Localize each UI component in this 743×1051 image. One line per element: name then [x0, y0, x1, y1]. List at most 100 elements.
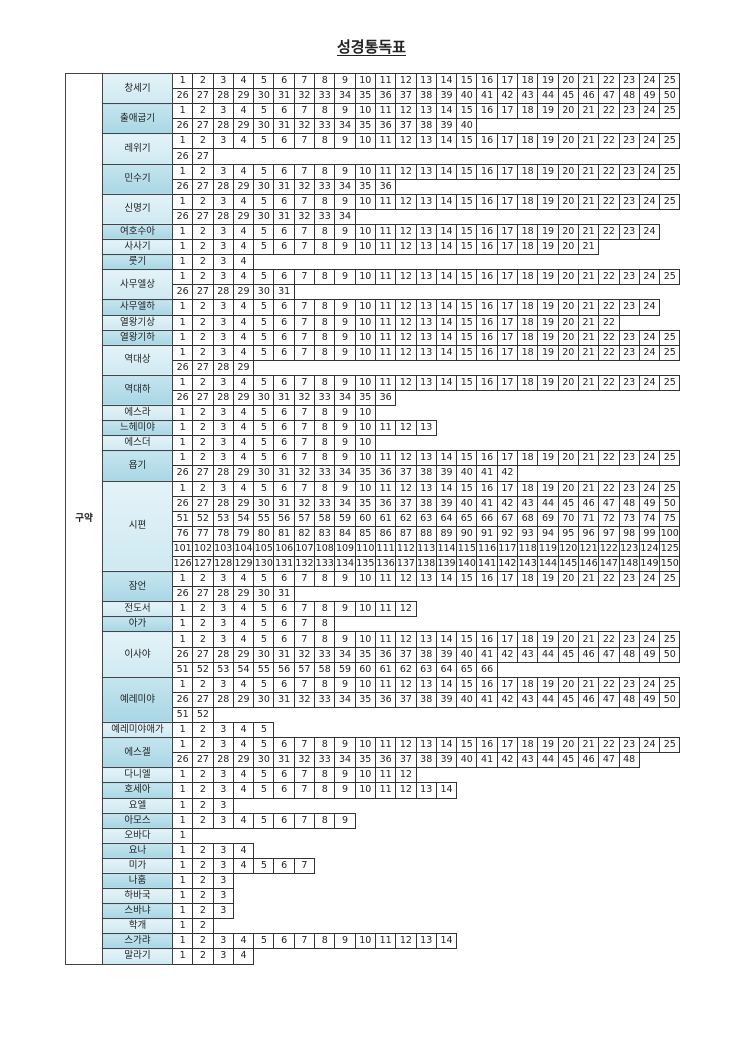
chapter-checkbox[interactable]: 27	[192, 752, 214, 769]
chapter-checkbox[interactable]: 22	[598, 329, 620, 346]
chapter-checkbox[interactable]: 94	[537, 525, 559, 542]
chapter-checkbox[interactable]: 5	[253, 933, 275, 950]
chapter-checkbox[interactable]: 116	[476, 540, 498, 558]
chapter-checkbox[interactable]: 11	[374, 676, 397, 693]
chapter-checkbox[interactable]: 44	[537, 691, 559, 708]
chapter-checkbox[interactable]: 9	[334, 314, 356, 331]
chapter-checkbox[interactable]: 2	[192, 405, 214, 422]
chapter-checkbox[interactable]: 8	[314, 329, 336, 346]
chapter-checkbox[interactable]: 9	[334, 571, 356, 588]
chapter-checkbox[interactable]: 12	[395, 676, 417, 693]
chapter-checkbox[interactable]: 11	[374, 299, 397, 316]
chapter-checkbox[interactable]: 2	[192, 571, 214, 588]
chapter-checkbox[interactable]: 1	[171, 374, 194, 391]
chapter-checkbox[interactable]: 16	[476, 314, 498, 331]
chapter-checkbox[interactable]: 19	[537, 103, 559, 120]
chapter-checkbox[interactable]: 113	[415, 540, 437, 558]
chapter-checkbox[interactable]: 9	[334, 737, 356, 754]
chapter-checkbox[interactable]: 33	[314, 389, 336, 407]
chapter-checkbox[interactable]: 4	[232, 571, 255, 588]
chapter-checkbox[interactable]: 19	[537, 737, 559, 754]
chapter-checkbox[interactable]: 20	[557, 480, 579, 497]
chapter-checkbox[interactable]: 40	[456, 646, 478, 663]
chapter-checkbox[interactable]: 1	[171, 239, 194, 256]
chapter-checkbox[interactable]: 38	[415, 752, 437, 769]
chapter-checkbox[interactable]: 5	[253, 314, 275, 331]
chapter-checkbox[interactable]: 18	[517, 269, 539, 286]
chapter-checkbox[interactable]: 6	[273, 857, 295, 874]
chapter-checkbox[interactable]: 29	[232, 178, 255, 195]
chapter-checkbox[interactable]: 18	[517, 163, 539, 180]
chapter-checkbox[interactable]: 11	[374, 193, 397, 210]
chapter-checkbox[interactable]: 16	[476, 329, 498, 346]
chapter-checkbox[interactable]: 61	[374, 510, 397, 527]
chapter-checkbox[interactable]: 27	[192, 495, 214, 512]
chapter-checkbox[interactable]: 42	[496, 646, 519, 663]
chapter-checkbox[interactable]: 12	[395, 782, 417, 799]
chapter-checkbox[interactable]: 143	[517, 555, 539, 573]
chapter-checkbox[interactable]: 85	[354, 525, 376, 542]
chapter-checkbox[interactable]: 26	[171, 284, 194, 301]
chapter-checkbox[interactable]: 2	[192, 722, 214, 739]
chapter-checkbox[interactable]: 25	[659, 737, 681, 754]
chapter-checkbox[interactable]: 28	[212, 178, 234, 195]
chapter-checkbox[interactable]: 31	[273, 284, 295, 301]
chapter-checkbox[interactable]: 36	[374, 646, 397, 663]
chapter-checkbox[interactable]: 22	[598, 133, 620, 150]
chapter-checkbox[interactable]: 3	[212, 72, 234, 90]
chapter-checkbox[interactable]: 123	[618, 540, 640, 558]
chapter-checkbox[interactable]: 21	[577, 737, 600, 754]
chapter-checkbox[interactable]: 115	[456, 540, 478, 558]
chapter-checkbox[interactable]: 64	[435, 510, 458, 527]
chapter-checkbox[interactable]: 2	[192, 344, 214, 361]
chapter-checkbox[interactable]: 9	[334, 344, 356, 361]
chapter-checkbox[interactable]: 11	[374, 737, 397, 754]
chapter-checkbox[interactable]: 12	[395, 223, 417, 241]
chapter-checkbox[interactable]: 4	[232, 435, 255, 452]
chapter-checkbox[interactable]: 48	[618, 646, 640, 663]
chapter-checkbox[interactable]: 24	[638, 72, 661, 90]
chapter-checkbox[interactable]: 9	[334, 933, 356, 950]
chapter-checkbox[interactable]: 16	[476, 299, 498, 316]
chapter-checkbox[interactable]: 5	[253, 103, 275, 120]
chapter-checkbox[interactable]: 19	[537, 374, 559, 391]
chapter-checkbox[interactable]: 8	[314, 374, 336, 391]
chapter-checkbox[interactable]: 13	[415, 72, 437, 90]
chapter-checkbox[interactable]: 29	[232, 359, 255, 376]
chapter-checkbox[interactable]: 20	[557, 72, 579, 90]
chapter-checkbox[interactable]: 5	[253, 722, 275, 739]
chapter-checkbox[interactable]: 25	[659, 374, 681, 391]
chapter-checkbox[interactable]: 7	[293, 223, 316, 241]
chapter-checkbox[interactable]: 3	[212, 571, 234, 588]
chapter-checkbox[interactable]: 47	[598, 88, 620, 105]
chapter-checkbox[interactable]: 49	[638, 691, 661, 708]
chapter-checkbox[interactable]: 32	[293, 646, 316, 663]
chapter-checkbox[interactable]: 39	[435, 752, 458, 769]
chapter-checkbox[interactable]: 25	[659, 676, 681, 693]
chapter-checkbox[interactable]: 3	[212, 842, 234, 859]
chapter-checkbox[interactable]: 4	[232, 254, 255, 271]
chapter-checkbox[interactable]: 10	[354, 239, 376, 256]
chapter-checkbox[interactable]: 24	[638, 374, 661, 391]
chapter-checkbox[interactable]: 48	[618, 88, 640, 105]
chapter-checkbox[interactable]: 41	[476, 465, 498, 482]
chapter-checkbox[interactable]: 20	[557, 193, 579, 210]
chapter-checkbox[interactable]: 28	[212, 359, 234, 376]
chapter-checkbox[interactable]: 15	[456, 314, 478, 331]
chapter-checkbox[interactable]: 11	[374, 631, 397, 648]
chapter-checkbox[interactable]: 3	[212, 737, 234, 754]
chapter-checkbox[interactable]: 86	[374, 525, 397, 542]
chapter-checkbox[interactable]: 40	[456, 691, 478, 708]
chapter-checkbox[interactable]: 12	[395, 374, 417, 391]
chapter-checkbox[interactable]: 18	[517, 571, 539, 588]
chapter-checkbox[interactable]: 7	[293, 812, 316, 829]
chapter-checkbox[interactable]: 10	[354, 163, 376, 180]
chapter-checkbox[interactable]: 20	[557, 223, 579, 241]
chapter-checkbox[interactable]: 8	[314, 767, 336, 784]
chapter-checkbox[interactable]: 15	[456, 737, 478, 754]
chapter-checkbox[interactable]: 16	[476, 480, 498, 497]
chapter-checkbox[interactable]: 70	[557, 510, 579, 527]
chapter-checkbox[interactable]: 8	[314, 133, 336, 150]
chapter-checkbox[interactable]: 32	[293, 389, 316, 407]
chapter-checkbox[interactable]: 16	[476, 269, 498, 286]
